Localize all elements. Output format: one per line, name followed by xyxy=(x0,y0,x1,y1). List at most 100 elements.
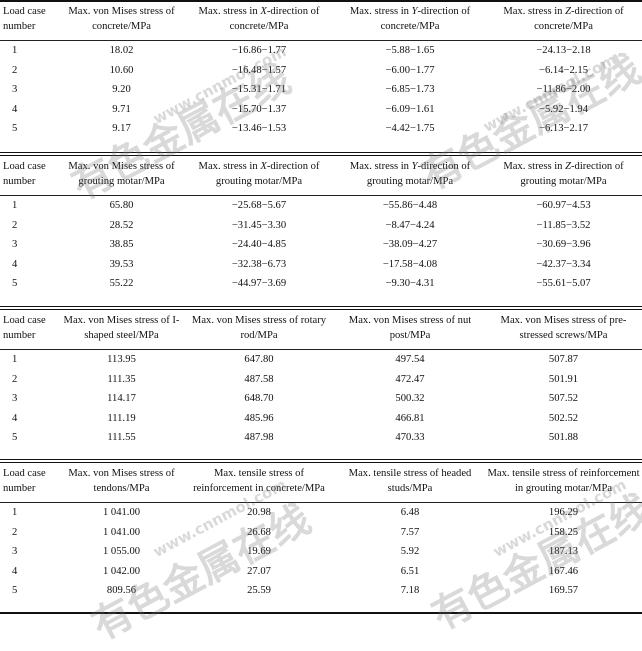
table-cell: 3 xyxy=(12,393,18,405)
table-cell: −15.70−1.37 xyxy=(231,103,287,115)
table-cell: 2 xyxy=(12,526,18,538)
axis-letter: X xyxy=(260,6,267,17)
table-cell: 113.95 xyxy=(107,354,136,366)
table-cell: 167.46 xyxy=(548,565,579,577)
table-cell: 647.80 xyxy=(244,354,274,366)
table-cell: 10.60 xyxy=(109,64,134,76)
table-cell: 3 xyxy=(12,84,18,96)
table-cell: 485.96 xyxy=(244,412,274,424)
table-cell: −9.30−4.31 xyxy=(385,278,435,290)
section-divider xyxy=(0,152,642,156)
table-cell: 472.47 xyxy=(395,373,425,385)
table-cell: 507.87 xyxy=(548,354,579,366)
table-cell: 4 xyxy=(12,103,18,115)
header-cell: Max. von Mises stress of grouting motar/… xyxy=(68,161,175,187)
header-cell: Max. tensile stress of reinforcement in … xyxy=(193,468,325,494)
table-cell: 1 042.00 xyxy=(102,565,141,577)
header-cell: Load case number xyxy=(3,468,46,494)
table-cell: 809.56 xyxy=(106,585,137,597)
header-cell: Max. von Mises stress of concrete/MPa xyxy=(68,6,175,32)
header-row: Load case number Max. von Mises stress o… xyxy=(0,157,642,196)
table-cell: −16.48−1.57 xyxy=(231,64,287,76)
table-cell: −24.13−2.18 xyxy=(536,45,591,57)
table-cell: −55.61−5.07 xyxy=(536,278,591,290)
table-cell: −38.09−4.27 xyxy=(382,239,438,251)
table-row: 4 1 042.00 27.07 6.51 167.46 xyxy=(0,562,642,582)
header-cell: Max. stress in X-direction of concrete/M… xyxy=(198,6,320,32)
table-cell: 6.48 xyxy=(400,507,420,519)
table-cell: 26.68 xyxy=(247,526,271,538)
table-cell: −11.85−3.52 xyxy=(536,219,591,231)
table-row: 3 114.17 648.70 500.32 507.52 xyxy=(0,389,642,409)
axis-letter: Y xyxy=(411,161,418,172)
table-cell: 4 xyxy=(12,565,18,577)
axis-letter: X xyxy=(260,161,267,172)
header-cell: Max. von Mises stress of nut post/MPa xyxy=(348,315,472,341)
table-cell: 5 xyxy=(12,123,18,135)
table-cell: 38.85 xyxy=(109,239,134,251)
table-cell: 487.58 xyxy=(244,373,274,385)
table-cell: 4 xyxy=(12,258,18,270)
section-divider xyxy=(0,459,642,463)
table-cell: −55.86−4.48 xyxy=(382,200,438,212)
steel-components-stress-table: Load case number Max. von Mises stress o… xyxy=(0,311,642,448)
table-cell: 1 xyxy=(12,507,18,519)
table-cell: 6.51 xyxy=(400,565,420,577)
header-cell: Load case number xyxy=(3,315,46,341)
table-cell: 55.22 xyxy=(109,278,134,290)
table-cell: −42.37−3.34 xyxy=(536,258,591,270)
table-cell: 20.98 xyxy=(247,507,271,519)
header-row: Load case number Max. von Mises stress o… xyxy=(0,311,642,350)
header-cell: Load case number xyxy=(3,161,46,187)
table-cell: −24.40−4.85 xyxy=(231,239,287,251)
table-cell: 3 xyxy=(12,546,18,558)
table-cell: 4 xyxy=(12,412,18,424)
table-cell: −44.97−3.69 xyxy=(231,278,287,290)
table-cell: 466.81 xyxy=(395,412,425,424)
table-cell: 7.18 xyxy=(400,585,420,597)
axis-letter: Z xyxy=(565,161,572,172)
tendons-reinforcement-stress-table: Load case number Max. von Mises stress o… xyxy=(0,464,642,601)
table-cell: −4.42−1.75 xyxy=(385,123,435,135)
table-cell: 1 055.00 xyxy=(102,546,141,558)
table-row: 2 1 041.00 26.68 7.57 158.25 xyxy=(0,523,642,543)
table-row: 4 9.71 −15.70−1.37 −6.09−1.61 −5.92−1.94 xyxy=(0,100,642,120)
table-row: 4 39.53 −32.38−6.73 −17.58−4.08 −42.37−3… xyxy=(0,255,642,275)
table-cell: 501.88 xyxy=(548,432,579,444)
table-cell: 2 xyxy=(12,219,18,231)
table-cell: −11.86−2.00 xyxy=(536,84,591,96)
table-cell: 9.71 xyxy=(112,103,131,115)
table-cell: 1 041.00 xyxy=(102,526,141,538)
table-cell: 501.91 xyxy=(548,373,579,385)
table-cell: 497.54 xyxy=(395,354,425,366)
table-cell: 1 xyxy=(12,200,18,212)
table-cell: 2 xyxy=(12,373,18,385)
grouting-motar-stress-table: Load case number Max. von Mises stress o… xyxy=(0,157,642,294)
table-cell: 158.25 xyxy=(548,526,579,538)
table-row: 5 9.17 −13.46−1.53 −4.42−1.75 −6.13−2.17 xyxy=(0,119,642,139)
table-cell: −30.69−3.96 xyxy=(536,239,591,251)
table-cell: −5.92−1.94 xyxy=(538,103,589,115)
bottom-rule xyxy=(0,612,642,614)
table-cell: 28.52 xyxy=(109,219,134,231)
table-cell: 648.70 xyxy=(244,393,274,405)
axis-letter: Y xyxy=(411,6,418,17)
table-row: 4 111.19 485.96 466.81 502.52 xyxy=(0,409,642,429)
table-cell: −17.58−4.08 xyxy=(382,258,438,270)
table-cell: −16.86−1.77 xyxy=(231,45,287,57)
table-cell: −13.46−1.53 xyxy=(231,123,287,135)
header-cell: Max. von Mises stress of rotary rod/MPa xyxy=(191,315,327,341)
table-cell: 111.55 xyxy=(107,432,136,444)
table-cell: 5.92 xyxy=(400,546,420,558)
table-row: 3 1 055.00 19.69 5.92 187.13 xyxy=(0,542,642,562)
table-row: 1 65.80 −25.68−5.67 −55.86−4.48 −60.97−4… xyxy=(0,196,642,216)
table-cell: −6.00−1.77 xyxy=(385,64,435,76)
table-cell: 111.19 xyxy=(107,412,136,424)
table-cell: 111.35 xyxy=(107,373,136,385)
table-cell: 502.52 xyxy=(548,412,579,424)
table-row: 5 55.22 −44.97−3.69 −9.30−4.31 −55.61−5.… xyxy=(0,274,642,294)
table-cell: −25.68−5.67 xyxy=(231,200,287,212)
table-cell: −8.47−4.24 xyxy=(385,219,435,231)
header-cell: Max. von Mises stress of pre-stressed sc… xyxy=(500,315,627,341)
